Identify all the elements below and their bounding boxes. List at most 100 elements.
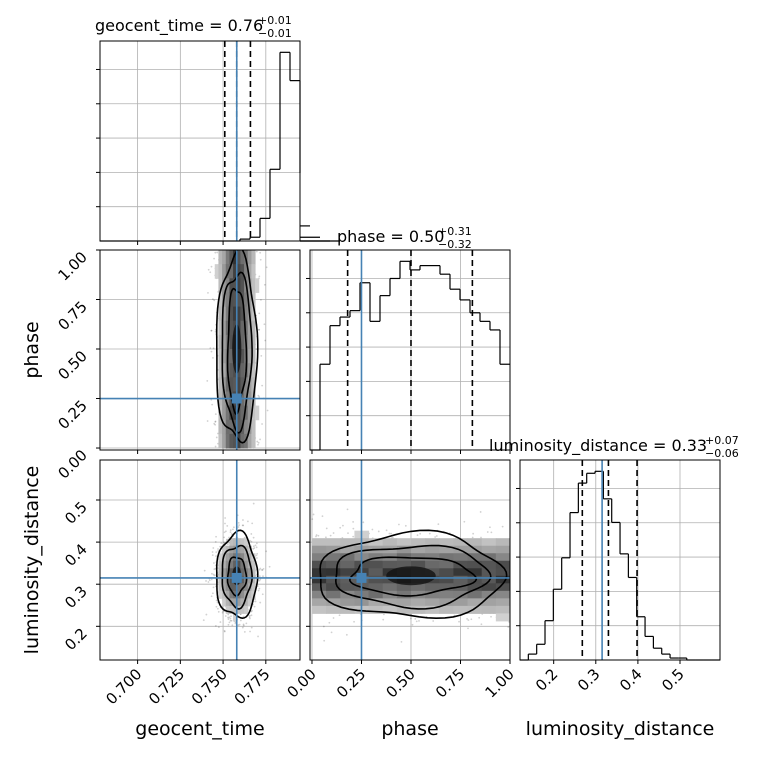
density-cell	[240, 560, 245, 569]
density-cell	[218, 590, 223, 599]
sample-point	[252, 545, 255, 548]
density-cell	[247, 553, 252, 562]
density-cell	[396, 583, 412, 592]
density-cell	[244, 605, 249, 614]
sample-point	[377, 530, 380, 533]
sample-point	[479, 511, 482, 513]
density-cell	[453, 538, 469, 547]
sample-point	[228, 616, 231, 619]
sample-point	[229, 617, 232, 620]
density-cell	[240, 545, 245, 554]
sample-point	[248, 616, 251, 619]
density-cell	[396, 560, 412, 569]
density-cell	[236, 250, 241, 265]
density-cell	[218, 568, 223, 577]
density-cell	[247, 250, 252, 265]
density-cell	[218, 250, 223, 265]
title-phase-minus: −0.32	[438, 238, 472, 251]
density-cell	[240, 334, 245, 350]
density-cell	[225, 405, 230, 421]
density-cell	[229, 605, 234, 614]
density-cell	[495, 598, 510, 607]
sample-point	[211, 551, 214, 553]
density-cell	[251, 568, 256, 577]
ylabel-distance: luminosity_distance	[21, 466, 43, 655]
density-cell	[236, 306, 241, 322]
density-cell	[251, 349, 256, 364]
sample-point	[212, 586, 215, 589]
title-distance: luminosity_distance = 0.33 +0.07 −0.06	[489, 434, 739, 460]
density-cell	[229, 377, 234, 392]
sample-point	[414, 618, 417, 620]
sample-point	[214, 423, 217, 426]
x-tick-label: 0.750	[188, 665, 231, 708]
density-cell	[222, 433, 227, 449]
sample-point	[242, 623, 245, 626]
sample-point	[211, 554, 214, 557]
density-cell	[247, 598, 252, 607]
density-cell	[439, 605, 454, 614]
sample-point	[317, 534, 320, 537]
sample-point	[212, 547, 215, 549]
density-cell	[225, 433, 230, 449]
contour-level	[221, 544, 253, 610]
density-cell	[382, 560, 398, 569]
density-cell	[229, 264, 234, 279]
density-cell	[368, 575, 384, 584]
panel-geocent-time-hist	[96, 40, 340, 245]
sample-point	[259, 251, 262, 254]
sample-point	[404, 524, 407, 527]
density-cell	[240, 320, 245, 336]
density-cell	[481, 560, 497, 569]
sample-point	[214, 413, 217, 415]
density-cell	[222, 320, 227, 336]
sample-point	[216, 607, 219, 610]
sample-point	[213, 568, 216, 571]
x-tick-label: 0.3	[574, 665, 604, 695]
density-cell	[233, 292, 238, 308]
sample-point	[230, 615, 232, 618]
sample-point	[223, 531, 226, 534]
density-cell	[410, 553, 426, 562]
density-cell	[244, 583, 249, 592]
density-cell	[218, 306, 223, 322]
density-cell	[251, 306, 256, 322]
density-cell	[340, 538, 355, 547]
sample-point	[241, 524, 244, 527]
sample-point	[263, 283, 266, 286]
density-cell	[225, 292, 230, 308]
density-cell	[244, 377, 249, 392]
sample-point	[213, 299, 216, 302]
sample-point	[242, 524, 245, 527]
tick-labels: 0.700 0.725 0.750 0.775 0.00 0.25 0.50 0.75 1.00…	[54, 248, 687, 708]
density-cell	[326, 568, 341, 577]
density-cell	[240, 264, 245, 279]
sample-point	[227, 616, 229, 619]
contour-level	[221, 271, 253, 434]
density-cell	[229, 405, 234, 421]
y-tick-label: 0.3	[61, 582, 91, 612]
panel-phase-vs-geocent-time	[96, 249, 301, 454]
density-cell	[218, 278, 223, 293]
sample-point	[254, 544, 257, 547]
density-cell	[222, 545, 227, 554]
density-cell	[222, 377, 227, 392]
sample-point	[258, 312, 261, 315]
sample-point	[245, 622, 248, 625]
density-cell	[244, 598, 249, 607]
sample-point	[382, 618, 385, 621]
density-cell	[396, 590, 412, 599]
density-cell	[240, 363, 245, 378]
sample-point	[262, 567, 265, 570]
density-cell	[247, 590, 252, 599]
density-cell	[233, 583, 238, 592]
sample-point	[258, 328, 261, 331]
sample-point	[268, 565, 271, 568]
density-cell	[396, 538, 412, 547]
sample-point	[428, 532, 431, 535]
density-cell	[439, 568, 454, 577]
title-geocent-time-main: geocent_time = 0.76	[95, 16, 263, 36]
sample-point	[311, 518, 314, 521]
density-cell	[425, 583, 440, 592]
density-cell	[410, 545, 426, 554]
